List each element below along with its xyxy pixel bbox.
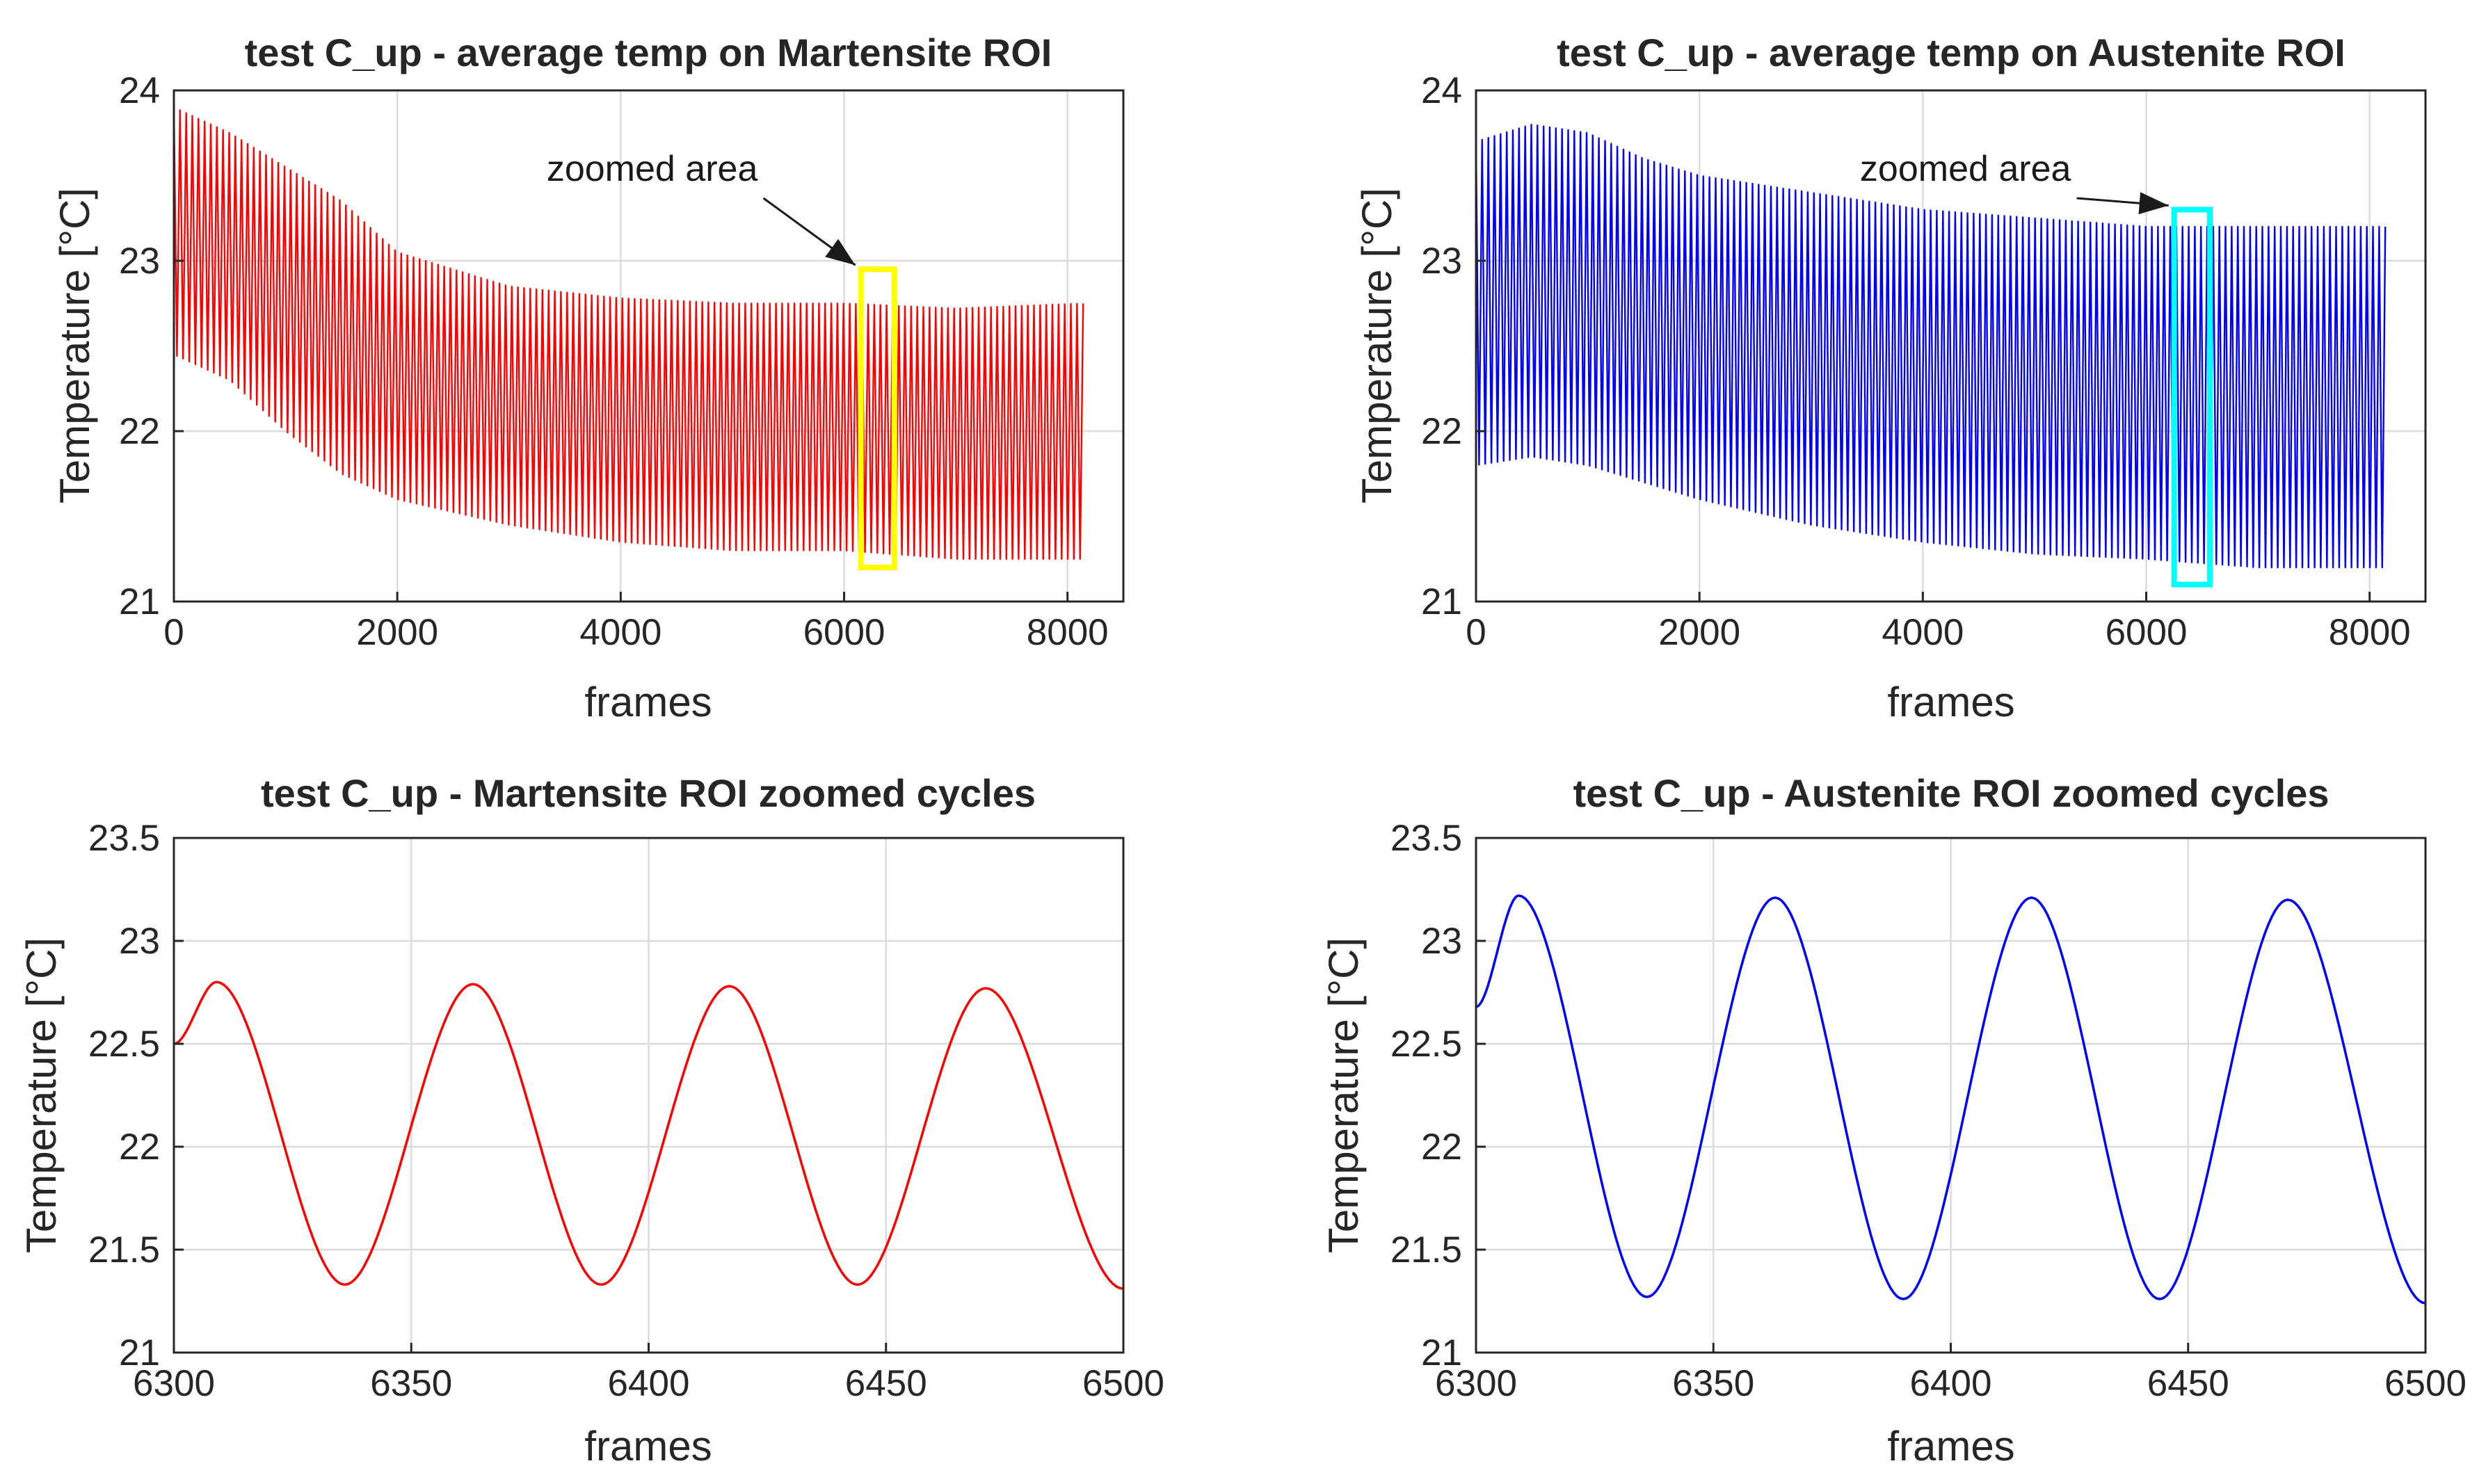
series — [173, 981, 1124, 1290]
y-tick-label: 23 — [1421, 241, 1462, 282]
x-tick-label: 6500 — [1082, 1363, 1164, 1404]
y-tick-label: 23 — [119, 921, 160, 962]
x-tick-label: 6400 — [608, 1363, 690, 1404]
series — [1475, 894, 2426, 1305]
series-line — [1475, 894, 2426, 1305]
grid — [174, 838, 1123, 1353]
ticks: 6300 6350 6400 6450 6500 21 21.5 22 22.5 23 23.5 — [88, 818, 1164, 1404]
y-tick-label: 21 — [119, 1332, 160, 1373]
x-tick-label: 6450 — [845, 1363, 927, 1404]
annotation: zoomed area — [547, 149, 897, 570]
annotation-arrow-head — [2138, 192, 2169, 215]
x-tick-label: 6450 — [2147, 1363, 2229, 1404]
x-tick-label: 4000 — [1882, 612, 1964, 653]
y-tick-label: 22 — [1421, 1127, 1462, 1168]
series — [1475, 124, 2387, 569]
x-tick-label: 2000 — [1658, 612, 1740, 653]
x-tick-label: 0 — [1466, 612, 1486, 653]
y-tick-label: 21 — [119, 581, 160, 622]
panel-martensite-overview: 0 2000 4000 6000 8000 21 22 23 24 zoomed area te… — [51, 31, 1125, 725]
y-tick-label: 21 — [1421, 1332, 1462, 1373]
y-tick-label: 23 — [119, 241, 160, 282]
panel-austenite-zoom: 6300 6350 6400 6450 6500 21 21.5 22 22.5 23 23.5 t… — [1320, 771, 2467, 1469]
annotation-label: zoomed area — [547, 149, 758, 189]
series — [173, 107, 1084, 560]
x-tick-label: 4000 — [579, 612, 661, 653]
series-line — [173, 981, 1124, 1290]
x-tick-label: 6000 — [803, 612, 885, 653]
axes-frame — [173, 89, 1125, 603]
x-tick-label: 8000 — [1027, 612, 1109, 653]
y-tick-label: 22 — [119, 411, 160, 452]
y-tick-label: 24 — [1421, 70, 1462, 111]
panel-martensite-zoom: 6300 6350 6400 6450 6500 21 21.5 22 22.5 23 23.5 t… — [18, 771, 1164, 1469]
x-axis-label: frames — [1887, 679, 2014, 725]
y-tick-label: 23.5 — [88, 818, 160, 859]
chart-title: test C_up - average temp on Austenite RO… — [1557, 31, 2345, 74]
x-tick-label: 6000 — [2106, 612, 2188, 653]
y-tick-label: 23.5 — [1390, 818, 1462, 859]
y-tick-label: 21.5 — [88, 1229, 160, 1271]
ticks: 0 2000 4000 6000 8000 21 22 23 24 — [1421, 70, 2411, 653]
y-tick-label: 21.5 — [1390, 1229, 1462, 1271]
x-axis-label: frames — [1887, 1423, 2014, 1469]
y-axis-label: Temperature [°C] — [1320, 937, 1367, 1253]
x-tick-label: 6350 — [1672, 1363, 1754, 1404]
x-tick-label: 6300 — [133, 1363, 215, 1404]
x-tick-label: 6300 — [1435, 1363, 1517, 1404]
zoom-box — [858, 266, 897, 570]
y-tick-label: 23 — [1421, 921, 1462, 962]
x-tick-label: 6500 — [2384, 1363, 2467, 1404]
x-axis-label: frames — [584, 679, 712, 725]
y-axis-label: Temperature [°C] — [18, 937, 65, 1253]
y-tick-label: 22 — [119, 1127, 160, 1168]
ticks: 0 2000 4000 6000 8000 21 22 23 24 — [119, 70, 1109, 653]
x-tick-label: 6400 — [1910, 1363, 1992, 1404]
chart-title: test C_up - average temp on Martensite R… — [245, 31, 1052, 74]
annotation-arrow-head — [825, 239, 856, 266]
panel-austenite-overview: 0 2000 4000 6000 8000 21 22 23 24 zoomed area te… — [1354, 31, 2427, 725]
y-tick-label: 22 — [1421, 411, 1462, 452]
annotation-label: zoomed area — [1860, 149, 2071, 189]
y-tick-label: 24 — [119, 70, 160, 111]
series-line — [1475, 124, 2387, 569]
zoom-box — [2171, 207, 2213, 588]
x-tick-label: 6350 — [370, 1363, 452, 1404]
x-tick-label: 2000 — [356, 612, 438, 653]
chart-title: test C_up - Austenite ROI zoomed cycles — [1573, 771, 2329, 815]
y-tick-label: 22.5 — [1390, 1024, 1462, 1065]
ticks: 6300 6350 6400 6450 6500 21 21.5 22 22.5 23 23.5 — [1390, 818, 2467, 1404]
annotation: zoomed area — [1860, 149, 2213, 588]
axes-frame — [1475, 89, 2427, 603]
series-line — [173, 107, 1084, 560]
chart-title: test C_up - Martensite ROI zoomed cycles — [261, 771, 1036, 815]
y-tick-label: 21 — [1421, 581, 1462, 622]
y-axis-label: Temperature [°C] — [51, 188, 98, 503]
grid — [1476, 838, 2425, 1353]
y-axis-label: Temperature [°C] — [1354, 188, 1400, 503]
x-tick-label: 0 — [163, 612, 184, 653]
y-tick-label: 22.5 — [88, 1024, 160, 1065]
x-tick-label: 8000 — [2329, 612, 2411, 653]
x-axis-label: frames — [584, 1423, 712, 1469]
